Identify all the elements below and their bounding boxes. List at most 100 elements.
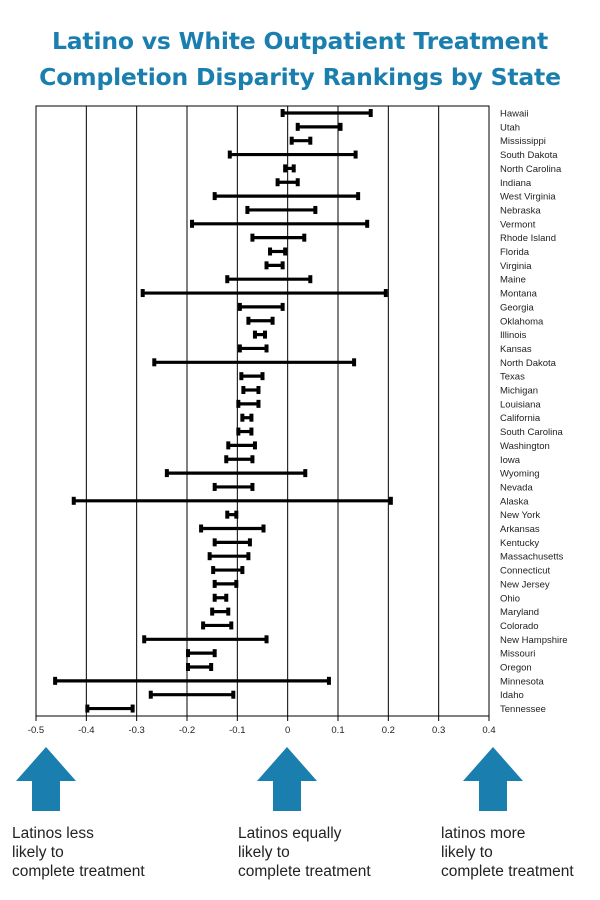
- x-tick-label: 0.3: [432, 725, 445, 736]
- state-label: Alaska: [500, 496, 529, 507]
- range-bar: [212, 579, 239, 588]
- annotation-left-line-3: complete treatment: [12, 863, 145, 880]
- range-bar-cap: [368, 109, 373, 117]
- range-bar: [226, 441, 257, 450]
- range-bar-cap: [308, 136, 313, 145]
- range-bar-cap: [250, 482, 255, 491]
- range-bar-cap: [186, 649, 191, 658]
- range-bar-cap: [256, 399, 261, 408]
- state-label: Missouri: [500, 649, 535, 660]
- state-label: Maryland: [500, 607, 539, 618]
- middle-up-arrow-icon: [257, 747, 317, 811]
- range-bar: [212, 593, 229, 602]
- range-bar-cap: [239, 372, 244, 381]
- range-bar: [212, 482, 255, 491]
- range-bar: [283, 164, 296, 173]
- range-bar-cap: [210, 607, 215, 616]
- state-label: California: [500, 413, 541, 424]
- range-bar: [225, 510, 239, 519]
- state-label: New York: [500, 510, 540, 521]
- range-bar-cap: [270, 316, 275, 325]
- state-label: Minnesota: [500, 676, 545, 687]
- range-bar-cap: [224, 455, 229, 464]
- range-bar: [164, 469, 308, 478]
- range-bar-cap: [280, 261, 285, 270]
- range-bar-cap: [240, 566, 245, 575]
- range-bar: [280, 109, 373, 117]
- range-bar: [295, 122, 343, 131]
- range-bar-cap: [152, 358, 157, 367]
- range-bar: [240, 413, 254, 422]
- range-bar: [236, 399, 261, 408]
- range-bar: [227, 150, 358, 159]
- range-bar-cap: [201, 621, 206, 630]
- range-bar-cap: [356, 192, 361, 201]
- state-label: Mississippi: [500, 136, 546, 147]
- range-bar: [245, 205, 318, 214]
- range-bar-cap: [268, 247, 273, 256]
- range-bar-cap: [212, 192, 217, 201]
- range-bar: [199, 524, 266, 533]
- range-bar-cap: [326, 676, 331, 685]
- state-label: Utah: [500, 122, 520, 133]
- range-bar: [250, 233, 307, 242]
- range-bar-cap: [212, 593, 217, 602]
- state-label: Louisiana: [500, 399, 541, 410]
- range-bar-cap: [280, 302, 285, 311]
- range-bar-cap: [229, 621, 234, 630]
- state-label: Oklahoma: [500, 316, 544, 327]
- range-bar-cap: [142, 635, 147, 644]
- range-bar: [246, 316, 275, 325]
- range-bar-cap: [234, 579, 239, 588]
- range-bar-cap: [260, 372, 265, 381]
- plot-area-frame: [35, 105, 490, 717]
- state-label: Ohio: [500, 593, 520, 604]
- state-labels: Hawaii Utah Mississippi South Dakota North C…: [500, 109, 568, 716]
- range-bar: [71, 496, 393, 505]
- range-bar-cap: [295, 122, 300, 131]
- state-label: New Hampshire: [500, 635, 568, 646]
- state-label: North Carolina: [500, 164, 562, 175]
- range-bar: [252, 330, 268, 339]
- state-label: Nevada: [500, 482, 533, 493]
- range-bar: [53, 676, 331, 685]
- state-label: Kentucky: [500, 538, 539, 549]
- x-tick-label: -0.2: [179, 725, 195, 736]
- range-bar-cap: [289, 136, 294, 145]
- range-bar-cap: [250, 233, 255, 242]
- range-bars: [53, 109, 393, 713]
- state-label: Indiana: [500, 178, 532, 189]
- range-bar-cap: [225, 275, 230, 284]
- annotation-right: latinos more likely to complete treatmen…: [441, 824, 574, 881]
- range-bar-cap: [261, 524, 266, 533]
- range-bar: [239, 372, 265, 381]
- range-bar-cap: [264, 261, 269, 270]
- range-bar-cap: [263, 330, 268, 339]
- state-label: Idaho: [500, 690, 524, 701]
- state-label: Oregon: [500, 663, 532, 674]
- annotation-middle-line-3: complete treatment: [238, 863, 371, 880]
- range-bar-cap: [280, 109, 285, 117]
- range-bar: [275, 178, 300, 187]
- state-label: Massachusetts: [500, 552, 564, 563]
- range-bar: [236, 427, 254, 436]
- range-bar: [212, 538, 252, 547]
- range-bar-cap: [240, 413, 245, 422]
- range-bar: [210, 607, 231, 616]
- range-bar-cap: [388, 496, 393, 505]
- range-bar-cap: [275, 178, 280, 187]
- range-bar-cap: [365, 219, 370, 228]
- range-bar-cap: [313, 205, 318, 214]
- range-bar: [241, 386, 261, 394]
- annotation-middle: Latinos equally likely to complete treat…: [238, 824, 371, 881]
- range-bar-cap: [224, 593, 229, 602]
- range-bar-cap: [352, 358, 357, 367]
- range-bar-cap: [53, 676, 58, 685]
- state-label: New Jersey: [500, 579, 550, 590]
- annotation-left-line-2: likely to: [12, 844, 64, 861]
- range-bar-cap: [247, 538, 252, 547]
- gridlines: [35, 106, 490, 716]
- range-bar-cap: [256, 386, 261, 394]
- x-axis-tick-labels: -0.5 -0.4 -0.3 -0.2 -0.1 0 0.1 0.2 0.3 0.4: [28, 716, 496, 736]
